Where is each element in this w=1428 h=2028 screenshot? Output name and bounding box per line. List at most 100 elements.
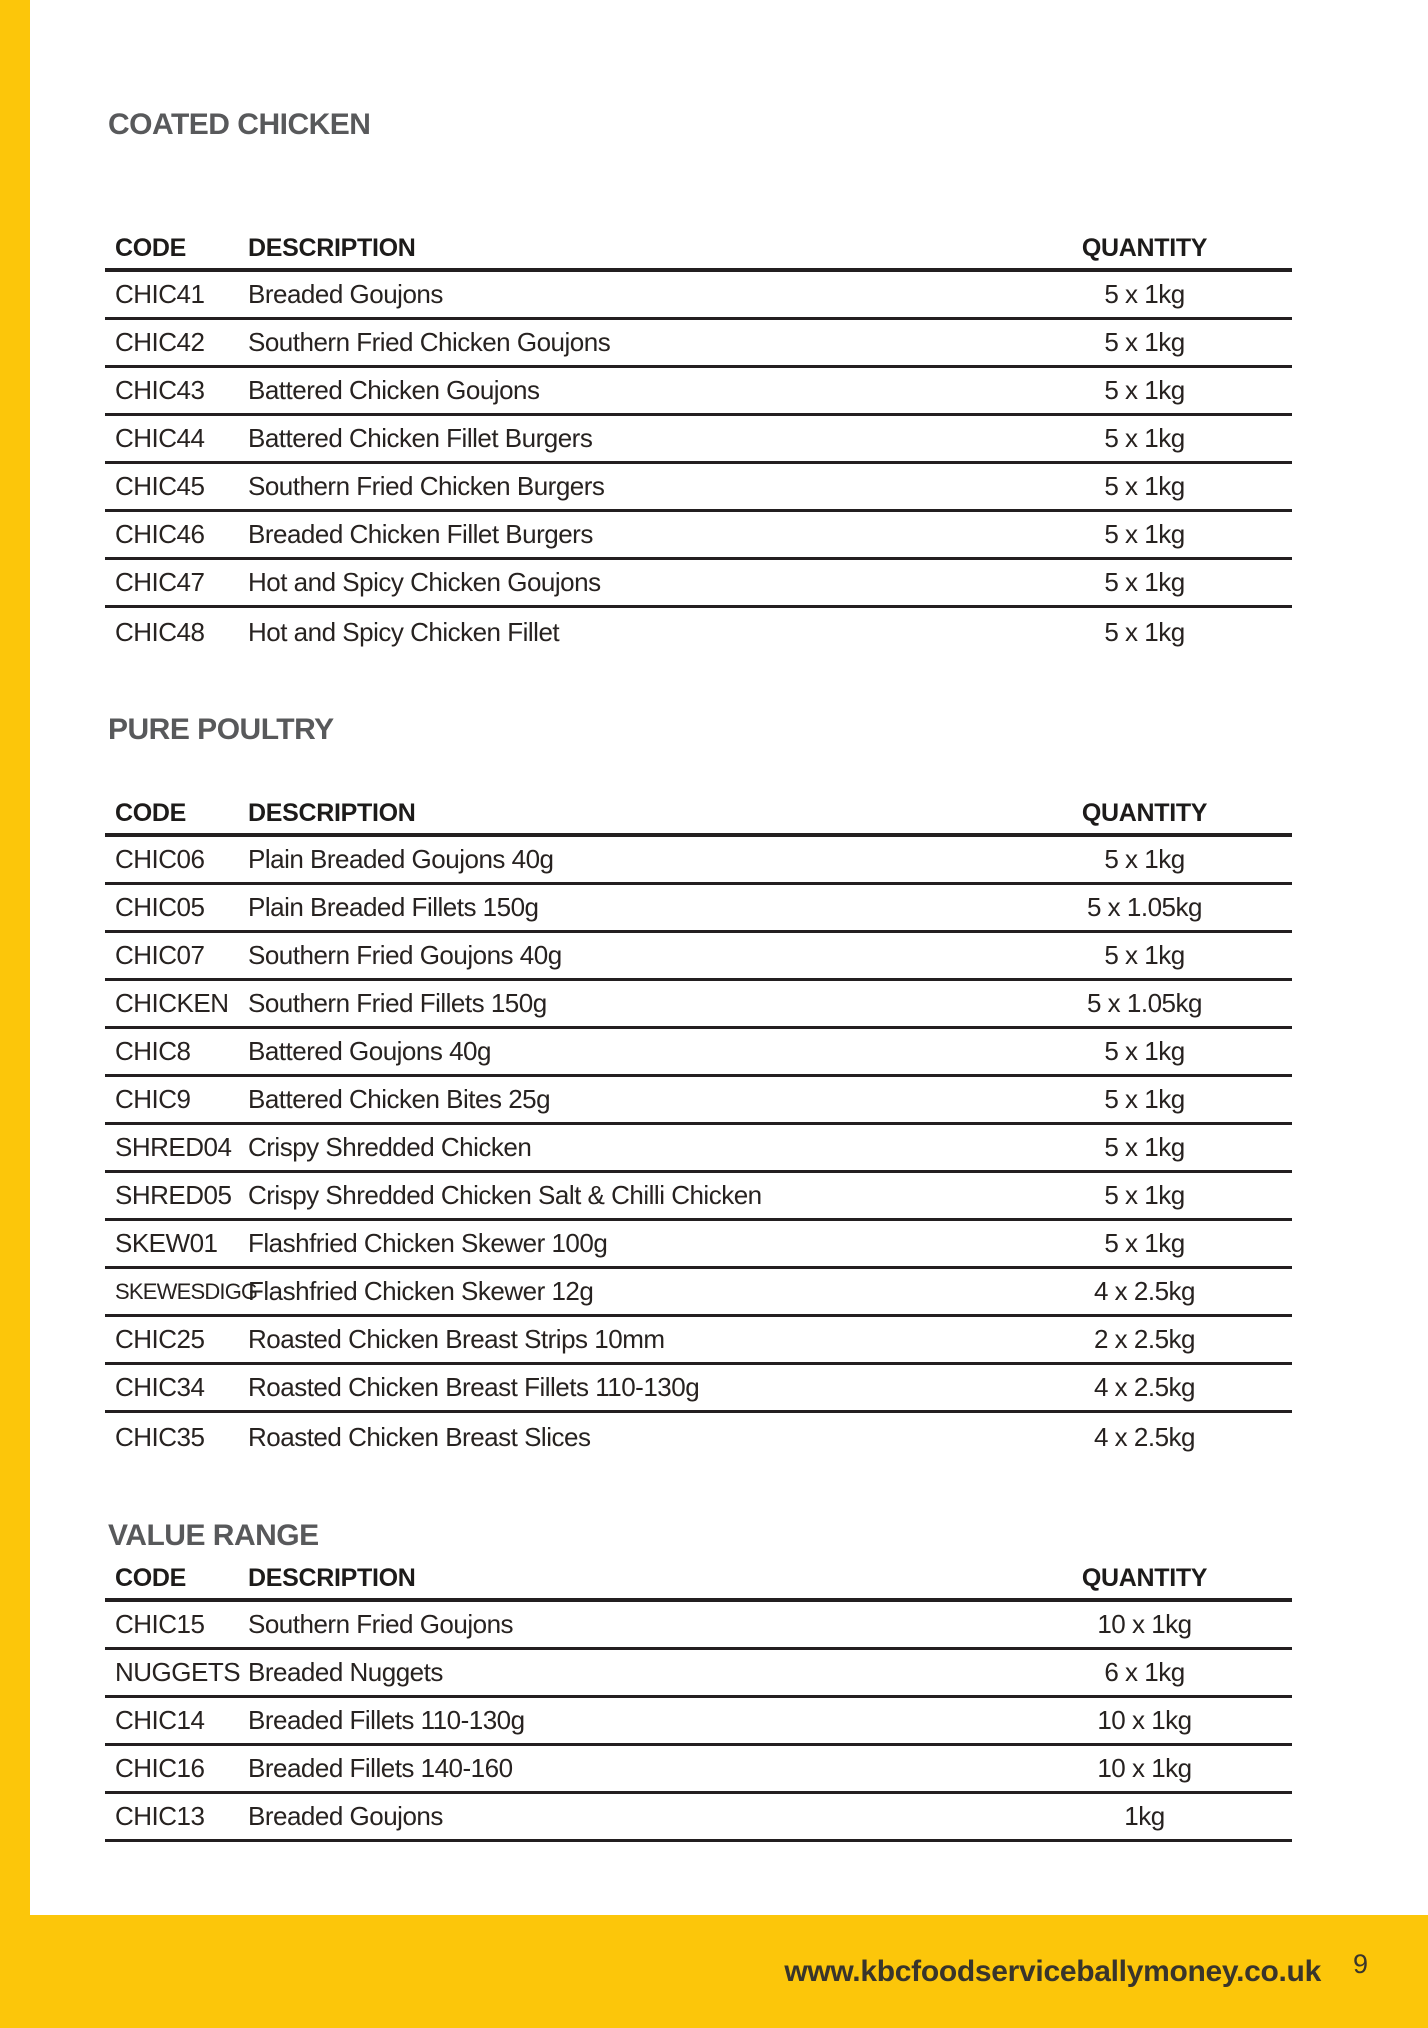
code-cell: SHRED04 [115, 1132, 232, 1162]
code-cell: CHIC14 [115, 1705, 205, 1735]
code-cell: CHIC8 [115, 1036, 191, 1066]
col-header-code: CODE [115, 799, 187, 827]
quantity-cell: 5 x 1kg [1104, 1228, 1185, 1258]
description-cell: Crispy Shredded Chicken [248, 1132, 532, 1162]
table-row: NUGGETS Breaded Nuggets 6 x 1kg [105, 1650, 1292, 1698]
quantity-cell: 5 x 1kg [1104, 844, 1185, 874]
col-header-description: DESCRIPTION [248, 1564, 416, 1592]
col-header-code: CODE [115, 1564, 187, 1592]
description-cell: Southern Fried Chicken Burgers [248, 471, 605, 501]
table-row: CHIC41 Breaded Goujons 5 x 1kg [105, 272, 1292, 320]
catalog-section: COATED CHICKEN CODE DESCRIPTION QUANTITY… [105, 107, 1292, 656]
code-cell: CHIC46 [115, 519, 205, 549]
description-cell: Breaded Fillets 110-130g [248, 1705, 525, 1735]
description-cell: Roasted Chicken Breast Slices [248, 1421, 591, 1452]
table-row: CHIC35 Roasted Chicken Breast Slices 4 x… [105, 1413, 1292, 1461]
quantity-cell: 1kg [1124, 1801, 1165, 1831]
description-cell: Southern Fried Fillets 150g [248, 988, 547, 1018]
table-row: CHIC05 Plain Breaded Fillets 150g 5 x 1.… [105, 885, 1292, 933]
code-cell: CHIC16 [115, 1753, 205, 1783]
col-header-quantity: QUANTITY [1081, 234, 1208, 262]
quantity-cell: 10 x 1kg [1097, 1609, 1192, 1639]
table-row: CHIC15 Southern Fried Goujons 10 x 1kg [105, 1602, 1292, 1650]
code-cell: CHIC45 [115, 471, 205, 501]
code-cell: CHIC34 [115, 1372, 205, 1402]
table-row: CHIC13 Breaded Goujons 1kg [105, 1794, 1292, 1842]
table-row: CHIC07 Southern Fried Goujons 40g 5 x 1k… [105, 933, 1292, 981]
description-cell: Southern Fried Goujons [248, 1609, 514, 1639]
quantity-cell: 5 x 1kg [1104, 616, 1185, 647]
section-heading: PURE POULTRY [108, 713, 334, 746]
table-row: CHICKEN Southern Fried Fillets 150g 5 x … [105, 981, 1292, 1029]
quantity-cell: 4 x 2.5kg [1093, 1421, 1196, 1452]
quantity-cell: 2 x 2.5kg [1093, 1324, 1196, 1354]
description-cell: Crispy Shredded Chicken Salt & Chilli Ch… [248, 1180, 762, 1210]
code-cell: CHIC9 [115, 1084, 191, 1114]
table-row: CHIC34 Roasted Chicken Breast Fillets 11… [105, 1365, 1292, 1413]
quantity-cell: 5 x 1kg [1104, 1132, 1185, 1162]
quantity-cell: 5 x 1.05kg [1087, 988, 1202, 1018]
table-row: CHIC42 Southern Fried Chicken Goujons 5 … [105, 320, 1292, 368]
table-row: CHIC43 Battered Chicken Goujons 5 x 1kg [105, 368, 1292, 416]
code-cell: CHIC44 [115, 423, 205, 453]
table-header-row: CODE DESCRIPTION QUANTITY [105, 795, 1292, 837]
quantity-cell: 6 x 1kg [1104, 1657, 1185, 1687]
description-cell: Breaded Nuggets [248, 1657, 443, 1687]
description-cell: Plain Breaded Goujons 40g [248, 844, 554, 874]
code-cell: CHIC07 [115, 940, 205, 970]
code-cell: CHIC25 [115, 1324, 205, 1354]
product-table: CODE DESCRIPTION QUANTITY CHIC06 Plain B… [105, 795, 1292, 1461]
quantity-cell: 4 x 2.5kg [1093, 1372, 1196, 1402]
description-cell: Flashfried Chicken Skewer 100g [248, 1228, 608, 1258]
description-cell: Breaded Goujons [248, 279, 443, 309]
quantity-cell: 5 x 1kg [1104, 423, 1185, 453]
description-cell: Hot and Spicy Chicken Goujons [248, 567, 601, 597]
description-cell: Breaded Goujons [248, 1801, 443, 1831]
quantity-cell: 10 x 1kg [1097, 1705, 1192, 1735]
description-cell: Roasted Chicken Breast Fillets 110-130g [248, 1372, 700, 1402]
table-body: CHIC15 Southern Fried Goujons 10 x 1kg N… [105, 1602, 1292, 1842]
product-table: CODE DESCRIPTION QUANTITY CHIC15 Souther… [105, 1560, 1292, 1842]
table-row: CHIC46 Breaded Chicken Fillet Burgers 5 … [105, 512, 1292, 560]
description-cell: Hot and Spicy Chicken Fillet [248, 616, 560, 647]
table-row: CHIC9 Battered Chicken Bites 25g 5 x 1kg [105, 1077, 1292, 1125]
description-cell: Roasted Chicken Breast Strips 10mm [248, 1324, 665, 1354]
quantity-cell: 4 x 2.5kg [1093, 1276, 1196, 1306]
description-cell: Plain Breaded Fillets 150g [248, 892, 539, 922]
quantity-cell: 5 x 1kg [1104, 1036, 1185, 1066]
quantity-cell: 10 x 1kg [1097, 1753, 1192, 1783]
code-cell: CHIC06 [115, 844, 205, 874]
quantity-cell: 5 x 1kg [1104, 940, 1185, 970]
footer-bar: www.kbcfoodserviceballymoney.co.uk 9 [0, 1915, 1428, 2028]
description-cell: Breaded Chicken Fillet Burgers [248, 519, 593, 549]
col-header-quantity: QUANTITY [1081, 1564, 1208, 1592]
code-cell: CHIC42 [115, 327, 205, 357]
quantity-cell: 5 x 1kg [1104, 471, 1185, 501]
code-cell: CHIC13 [115, 1801, 205, 1831]
table-row: CHIC16 Breaded Fillets 140-160 10 x 1kg [105, 1746, 1292, 1794]
description-cell: Battered Chicken Bites 25g [248, 1084, 551, 1114]
col-header-quantity: QUANTITY [1081, 799, 1208, 827]
code-cell: SKEWESDIGG [115, 1278, 258, 1304]
quantity-cell: 5 x 1kg [1104, 375, 1185, 405]
table-row: CHIC14 Breaded Fillets 110-130g 10 x 1kg [105, 1698, 1292, 1746]
left-accent-bar [0, 0, 30, 2028]
table-body: CHIC06 Plain Breaded Goujons 40g 5 x 1kg… [105, 837, 1292, 1461]
quantity-cell: 5 x 1kg [1104, 1180, 1185, 1210]
table-row: SHRED04 Crispy Shredded Chicken 5 x 1kg [105, 1125, 1292, 1173]
col-header-description: DESCRIPTION [248, 799, 416, 827]
table-body: CHIC41 Breaded Goujons 5 x 1kg CHIC42 So… [105, 272, 1292, 656]
code-cell: CHIC15 [115, 1609, 205, 1639]
code-cell: CHIC43 [115, 375, 205, 405]
description-cell: Battered Goujons 40g [248, 1036, 491, 1066]
table-row: CHIC25 Roasted Chicken Breast Strips 10m… [105, 1317, 1292, 1365]
quantity-cell: 5 x 1.05kg [1087, 892, 1202, 922]
table-row: SKEW01 Flashfried Chicken Skewer 100g 5 … [105, 1221, 1292, 1269]
table-row: SHRED05 Crispy Shredded Chicken Salt & C… [105, 1173, 1292, 1221]
code-cell: NUGGETS [115, 1657, 241, 1687]
code-cell: CHICKEN [115, 988, 229, 1018]
quantity-cell: 5 x 1kg [1104, 519, 1185, 549]
table-row: CHIC8 Battered Goujons 40g 5 x 1kg [105, 1029, 1292, 1077]
code-cell: SKEW01 [115, 1228, 218, 1258]
